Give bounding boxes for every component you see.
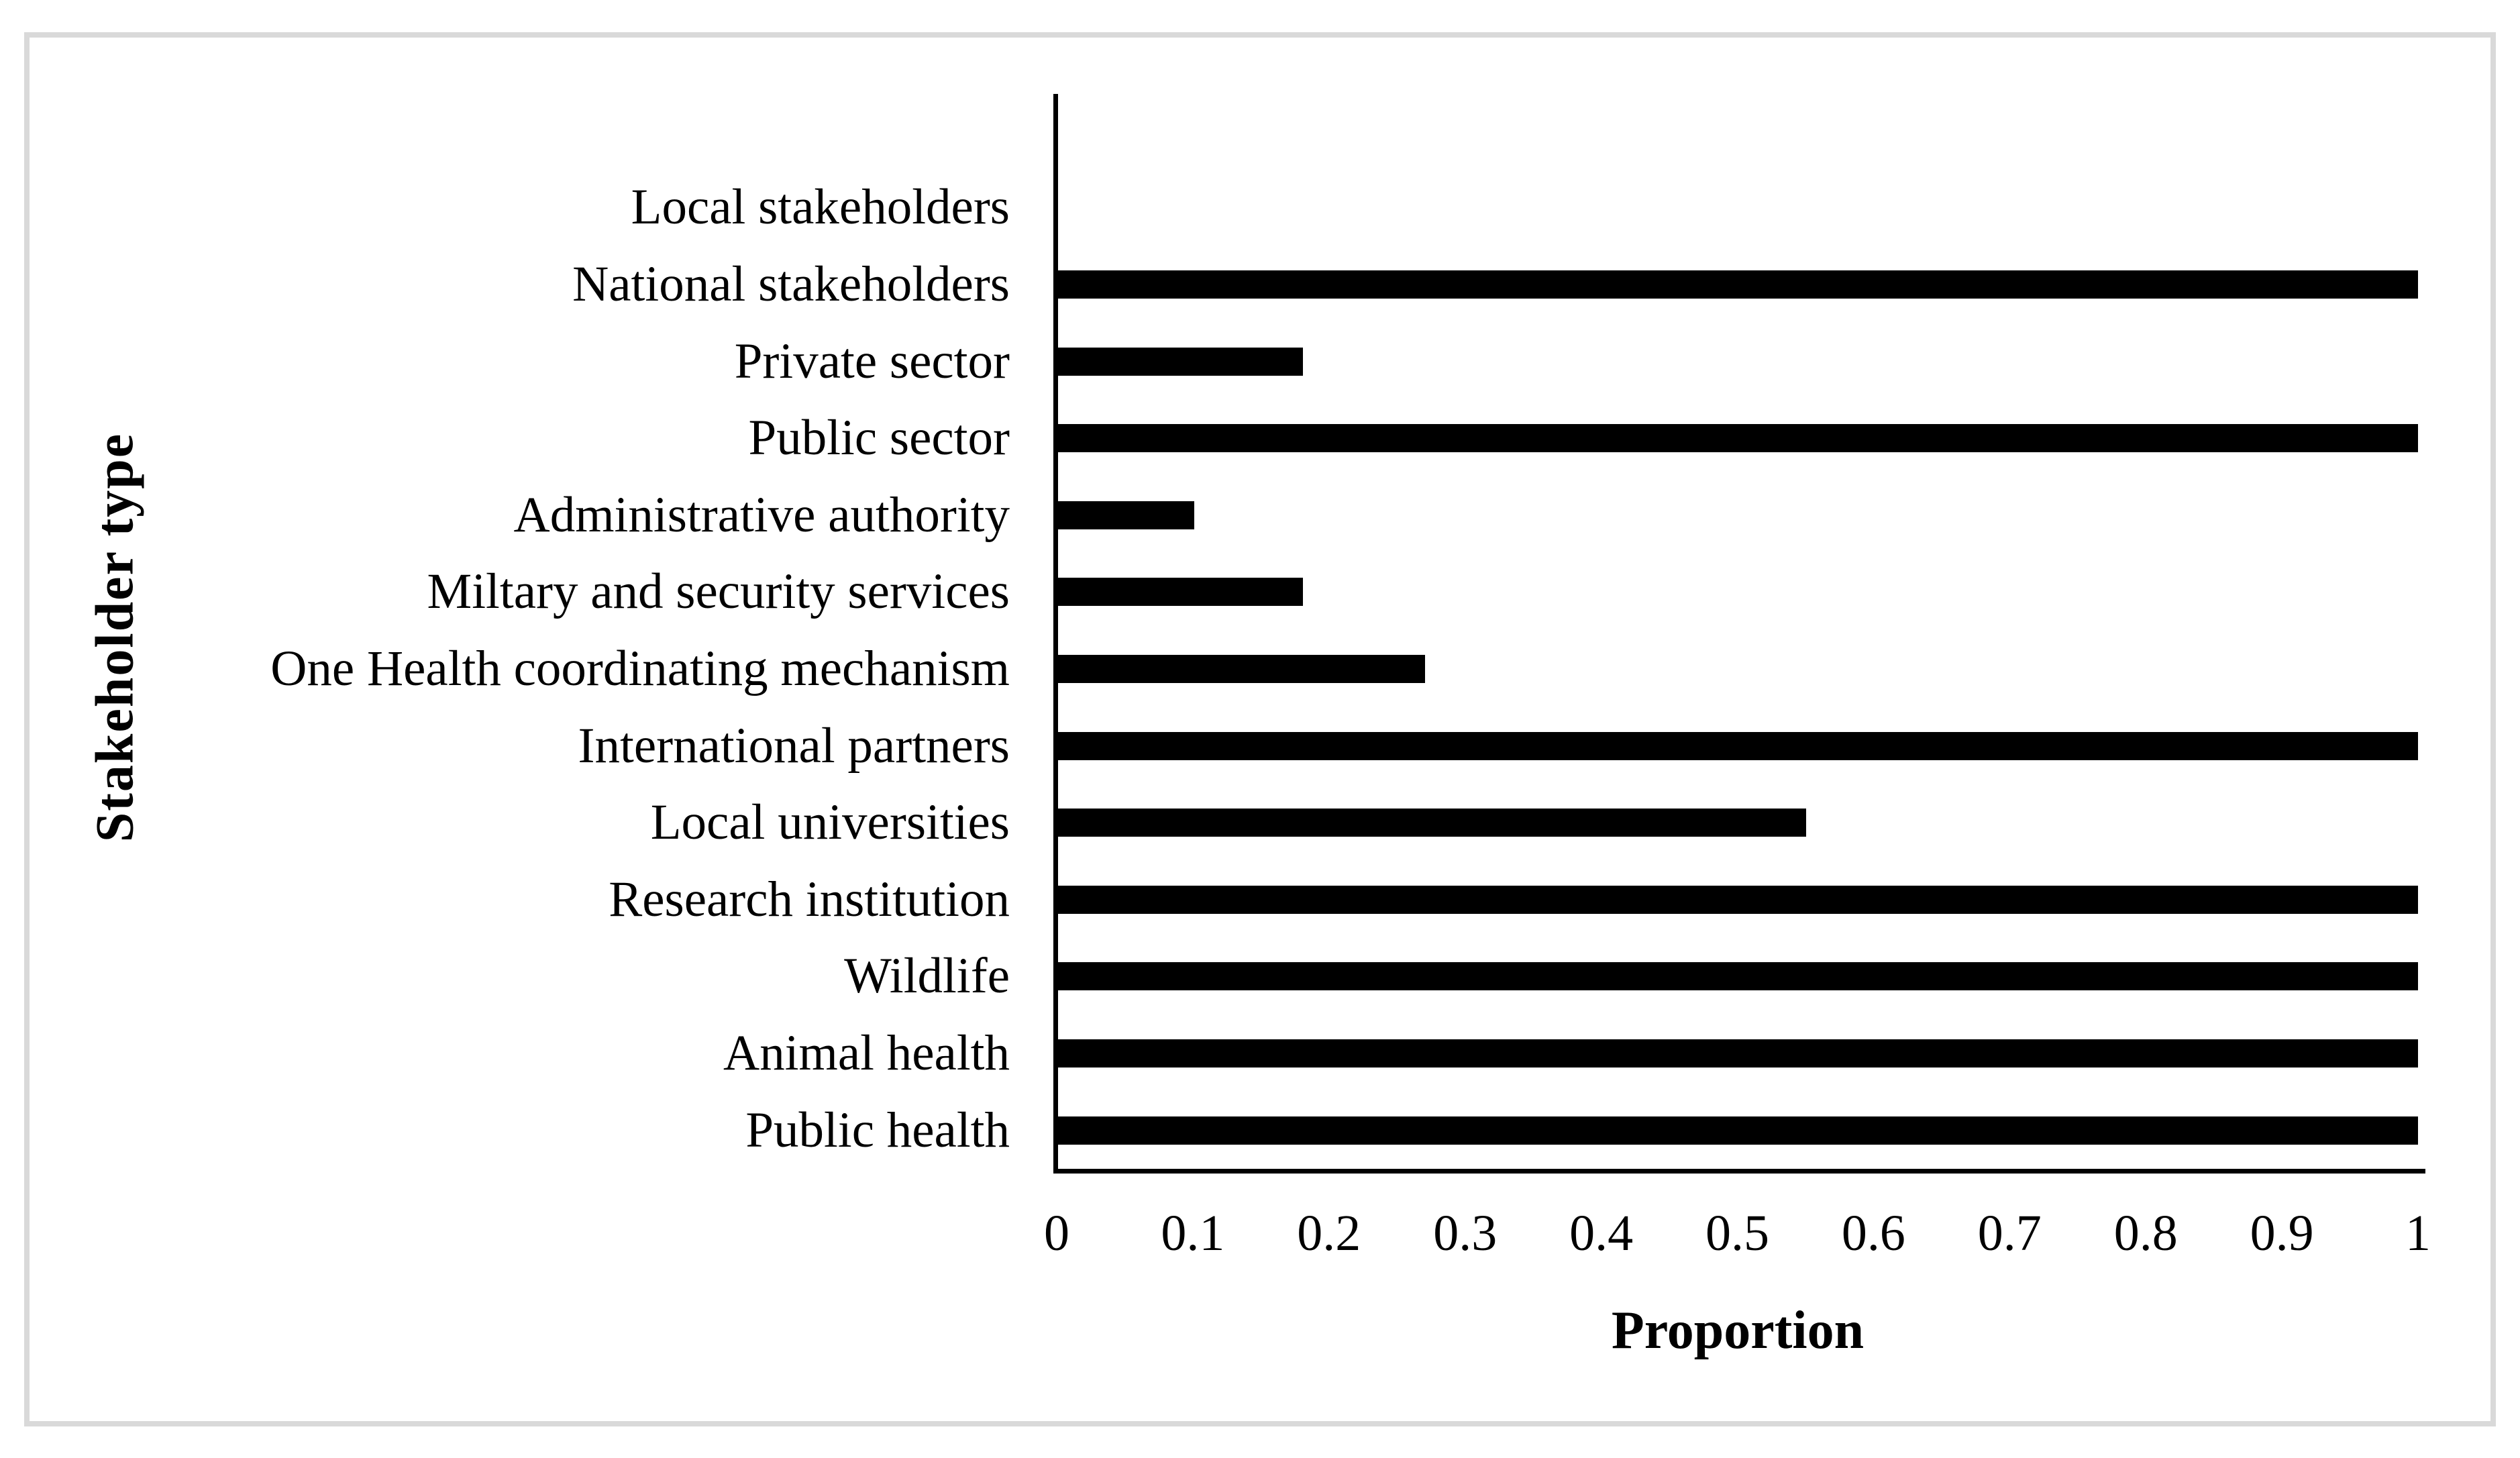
category-row: Wildlife bbox=[0, 938, 1010, 1015]
category-row: One Health coordinating mechanism bbox=[0, 631, 1010, 708]
y-axis-line bbox=[1053, 94, 1058, 1174]
category-label: Local stakeholders bbox=[631, 179, 1010, 236]
bar bbox=[1058, 731, 2418, 760]
bar bbox=[1058, 962, 2418, 991]
bar bbox=[1058, 1116, 2418, 1145]
category-label: International partners bbox=[578, 717, 1010, 774]
bar-row bbox=[1058, 784, 2418, 862]
category-row: Local stakeholders bbox=[0, 169, 1010, 246]
bar-row bbox=[1058, 476, 2418, 554]
bar bbox=[1058, 1039, 2418, 1068]
x-tick-label: 0.7 bbox=[1977, 1205, 2042, 1261]
category-row: Private sector bbox=[0, 323, 1010, 400]
category-label: Miltary and security services bbox=[427, 564, 1010, 620]
bar-row bbox=[1058, 938, 2418, 1015]
bar bbox=[1058, 885, 2418, 914]
category-row: Research institution bbox=[0, 861, 1010, 938]
x-axis-title: Proportion bbox=[1611, 1301, 1865, 1360]
x-tick-label: 1 bbox=[2405, 1205, 2431, 1261]
bar-row bbox=[1058, 246, 2418, 323]
bar-row bbox=[1058, 1092, 2418, 1169]
category-row: International partners bbox=[0, 707, 1010, 784]
figure-border bbox=[24, 32, 2496, 1426]
category-label: Private sector bbox=[734, 333, 1010, 389]
category-label: Public health bbox=[745, 1102, 1010, 1158]
x-axis-ticks: 0 0.1 0.2 0.3 0.4 0.5 0.6 0.7 0.8 0.9 1 bbox=[0, 1208, 2520, 1275]
x-tick-label: 0.4 bbox=[1569, 1205, 1634, 1261]
bar bbox=[1058, 424, 2418, 453]
category-label: National stakeholders bbox=[572, 256, 1010, 312]
category-label: Public sector bbox=[748, 410, 1010, 466]
category-label: One Health coordinating mechanism bbox=[270, 640, 1010, 696]
category-label: Animal health bbox=[723, 1025, 1010, 1081]
x-axis-line bbox=[1053, 1169, 2425, 1174]
bar-row bbox=[1058, 707, 2418, 784]
bar-row bbox=[1058, 169, 2418, 246]
category-row: Public health bbox=[0, 1092, 1010, 1169]
x-tick-label: 0.8 bbox=[2113, 1205, 2178, 1261]
bar-row bbox=[1058, 554, 2418, 631]
plot-area bbox=[1058, 169, 2418, 1169]
x-tick-label: 0.3 bbox=[1433, 1205, 1498, 1261]
category-row: Public sector bbox=[0, 400, 1010, 477]
category-label: Administrative authority bbox=[513, 486, 1010, 543]
category-row: National stakeholders bbox=[0, 246, 1010, 323]
x-tick-label: 0.5 bbox=[1705, 1205, 1769, 1261]
bar-row bbox=[1058, 323, 2418, 400]
bar bbox=[1058, 347, 1303, 376]
category-row: Animal health bbox=[0, 1015, 1010, 1092]
category-row: Miltary and security services bbox=[0, 554, 1010, 631]
bar-row bbox=[1058, 400, 2418, 477]
bar bbox=[1058, 578, 1303, 607]
category-label: Wildlife bbox=[844, 948, 1010, 1004]
x-tick-label: 0.9 bbox=[2250, 1205, 2314, 1261]
bar bbox=[1058, 809, 1806, 837]
bar bbox=[1058, 270, 2418, 299]
category-label: Research institution bbox=[609, 871, 1010, 927]
category-axis-labels: Local stakeholders National stakeholders P… bbox=[0, 169, 1010, 1169]
x-tick-label: 0 bbox=[1044, 1205, 1069, 1261]
bar bbox=[1058, 501, 1194, 529]
bar-row bbox=[1058, 861, 2418, 938]
category-label: Local universities bbox=[650, 794, 1010, 851]
category-row: Local universities bbox=[0, 784, 1010, 862]
x-tick-label: 0.2 bbox=[1297, 1205, 1361, 1261]
bar-row bbox=[1058, 1015, 2418, 1092]
category-row: Administrative authority bbox=[0, 476, 1010, 554]
x-tick-label: 0.1 bbox=[1161, 1205, 1225, 1261]
bar-row bbox=[1058, 631, 2418, 708]
bar bbox=[1058, 654, 1426, 683]
x-tick-label: 0.6 bbox=[1841, 1205, 1905, 1261]
